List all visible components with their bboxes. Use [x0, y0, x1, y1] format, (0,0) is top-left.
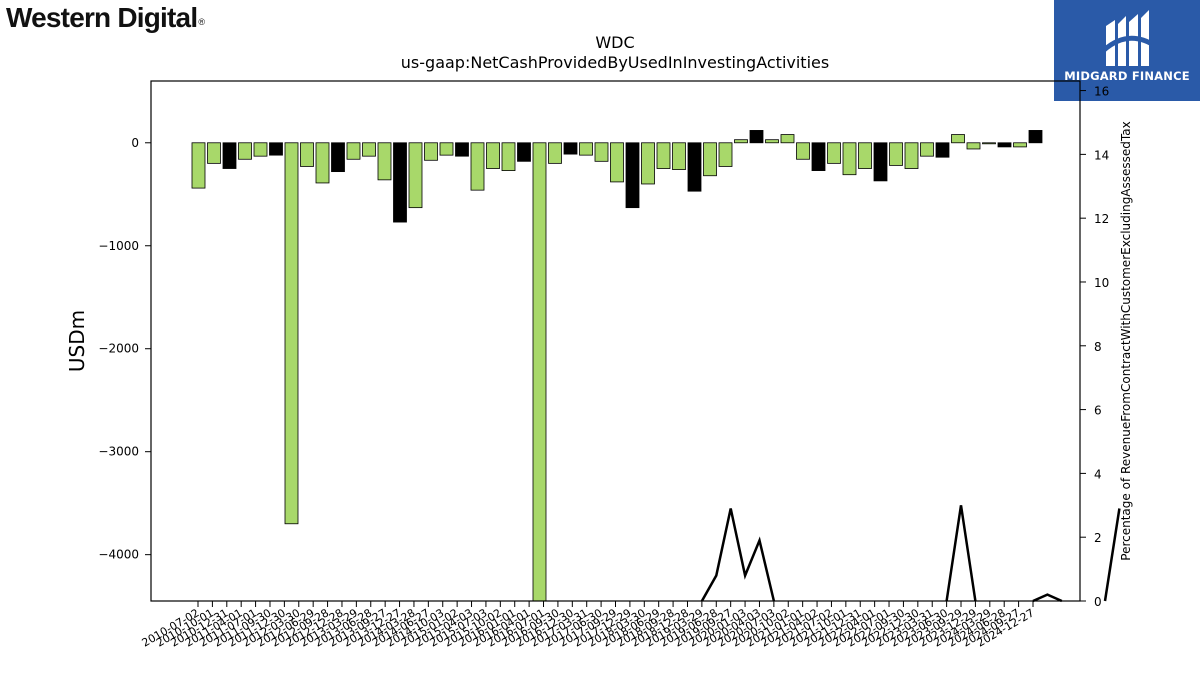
bar — [811, 142, 826, 171]
plot-frame — [150, 80, 1081, 602]
bar — [1028, 130, 1043, 144]
y-tick-label: 0 — [131, 136, 139, 150]
bar — [315, 142, 330, 184]
y2-tick-label: 10 — [1094, 276, 1109, 290]
bar — [222, 142, 237, 169]
bar — [734, 139, 748, 144]
bar — [548, 142, 562, 164]
bar — [408, 142, 423, 209]
y2-tick-label: 14 — [1094, 148, 1109, 162]
bar-series — [191, 130, 1043, 602]
y2-tick-label: 4 — [1094, 467, 1102, 481]
y2-tick-label: 8 — [1094, 340, 1102, 354]
bar — [796, 142, 810, 160]
bar — [393, 142, 407, 223]
bar — [687, 142, 702, 192]
y2-tick-label: 16 — [1094, 85, 1109, 99]
y-tick-label: −2000 — [98, 342, 139, 356]
bar — [284, 142, 299, 525]
midgard-finance-logo: MIDGARD FINANCE — [1054, 0, 1200, 101]
line-segment — [700, 508, 776, 602]
bar — [951, 134, 965, 144]
y2-axis: 0 2 4 6 8 10 12 14 16 — [1080, 85, 1109, 609]
line-segment — [1103, 508, 1121, 602]
bar — [610, 142, 624, 183]
y2-tick-label: 6 — [1094, 404, 1102, 418]
bar — [718, 142, 733, 167]
bar — [455, 142, 469, 157]
y-tick-label: −3000 — [98, 445, 139, 459]
bar — [765, 139, 779, 144]
bar — [501, 142, 516, 171]
bar — [300, 142, 314, 167]
bar — [517, 142, 531, 162]
bar — [873, 142, 888, 182]
bar — [1013, 142, 1027, 148]
bar — [842, 142, 857, 176]
y-axis: 0 −1000 −2000 −3000 −4000 — [98, 136, 151, 562]
bar — [362, 142, 376, 157]
bar — [346, 142, 361, 160]
bar — [858, 142, 872, 169]
x-axis: 2010-07-022010-10-012010-12-312011-04-01… — [140, 601, 1037, 650]
chart-subtitle: us-gaap:NetCashProvidedByUsedInInvesting… — [401, 53, 829, 72]
bar — [672, 142, 686, 170]
bar — [563, 142, 578, 155]
bar — [966, 142, 981, 150]
midgard-emblem-icon — [1102, 10, 1154, 66]
bar — [703, 142, 717, 177]
y2-tick-label: 0 — [1094, 595, 1102, 609]
bar — [207, 142, 221, 164]
bar — [594, 142, 609, 162]
bar — [935, 142, 950, 158]
bar — [641, 142, 655, 185]
bar — [656, 142, 671, 169]
bar — [579, 142, 593, 156]
bar — [827, 142, 841, 164]
bar — [749, 130, 764, 144]
western-digital-logo: Western Digital® — [6, 2, 205, 34]
y2-axis-label: Percentage of RevenueFromContractWithCus… — [1119, 121, 1133, 560]
y-axis-label: USDm — [65, 310, 89, 372]
bar — [377, 142, 392, 181]
bar — [486, 142, 500, 169]
bar — [269, 142, 283, 156]
y-tick-label: −4000 — [98, 548, 139, 562]
bar — [238, 142, 252, 160]
bar — [439, 142, 454, 156]
y2-tick-label: 12 — [1094, 212, 1109, 226]
publisher-name: MIDGARD FINANCE — [1064, 69, 1190, 83]
y2-tick-label: 2 — [1094, 531, 1102, 545]
bar — [904, 142, 919, 169]
bar — [532, 142, 547, 602]
bar — [424, 142, 438, 161]
line-segment — [1032, 593, 1063, 603]
registered-mark: ® — [198, 17, 205, 27]
bar — [191, 142, 206, 189]
chart-title: WDC — [595, 33, 634, 52]
bar — [470, 142, 485, 191]
bar — [625, 142, 640, 209]
company-name: Western Digital — [6, 2, 198, 33]
line-segment — [945, 505, 977, 602]
bar — [982, 142, 996, 145]
percentage-line-series — [700, 505, 1121, 603]
bar — [780, 134, 795, 144]
y-tick-label: −1000 — [98, 239, 139, 253]
bar — [889, 142, 903, 166]
bar — [997, 142, 1012, 148]
bar — [253, 142, 268, 157]
bar — [331, 142, 345, 173]
bar — [920, 142, 934, 157]
